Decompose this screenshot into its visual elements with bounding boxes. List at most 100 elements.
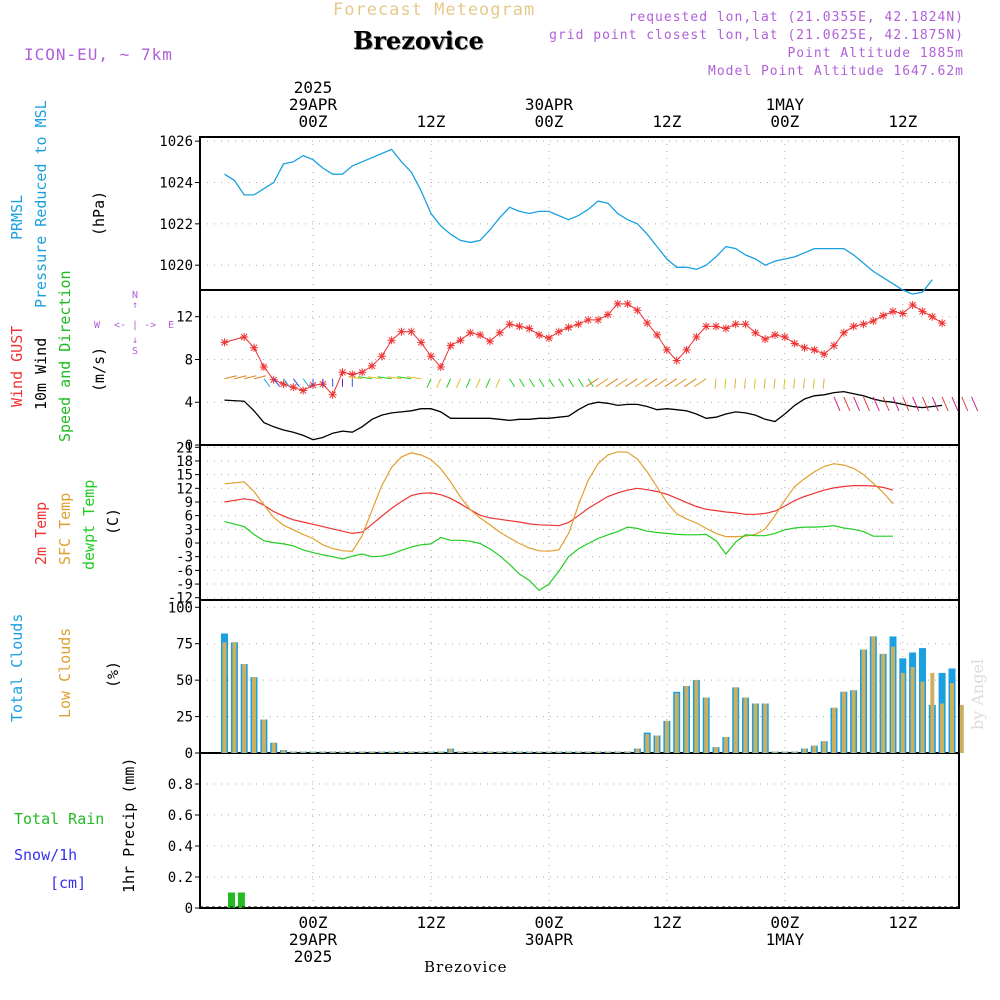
ytick-label-temperature: 3 bbox=[185, 522, 193, 538]
ytick-label-temperature: 9 bbox=[185, 495, 193, 511]
panel-prmsl: 1020 1022 1024 1026 bbox=[159, 134, 960, 291]
dewpt-line bbox=[224, 521, 893, 592]
time-label-line: 12Z bbox=[416, 112, 446, 131]
compass-arrows: <- | -> bbox=[114, 320, 157, 331]
ytick-label-temperature: 12 bbox=[176, 481, 193, 497]
wind-direction-arrow bbox=[634, 378, 648, 388]
wind-direction-arrow bbox=[931, 396, 939, 412]
wind-direction-arrow bbox=[446, 378, 452, 388]
low-cloud-bar bbox=[311, 751, 315, 753]
gust-marker bbox=[446, 341, 455, 350]
low-cloud-bar bbox=[478, 751, 483, 753]
wind-direction-arrow bbox=[674, 378, 687, 388]
gust-marker bbox=[672, 356, 681, 365]
low-cloud-bar bbox=[487, 751, 492, 753]
gust-marker bbox=[800, 343, 809, 352]
wind-direction-arrow bbox=[263, 378, 271, 388]
rain-bar bbox=[237, 892, 245, 908]
gust-marker bbox=[367, 361, 376, 370]
time-label-line: 2025 bbox=[293, 947, 333, 966]
wind-direction-arrow bbox=[793, 378, 796, 389]
low-cloud-bar bbox=[625, 751, 630, 753]
gust-marker bbox=[299, 386, 308, 395]
ytick-label-wind: 8 bbox=[185, 352, 193, 368]
wind-direction-arrow bbox=[961, 396, 969, 412]
time-label-line: 2025 bbox=[293, 78, 333, 97]
wind-direction-arrow bbox=[558, 378, 565, 387]
panel-precip: 0 0.2 0.4 0.6 0.8 bbox=[168, 752, 960, 917]
time-label-line: 12Z bbox=[888, 913, 918, 932]
gust-marker bbox=[653, 330, 662, 339]
wind-direction-arrow bbox=[833, 396, 841, 412]
low-cloud-bar bbox=[399, 751, 404, 753]
gust-marker bbox=[712, 322, 721, 331]
wind-direction-arrow bbox=[292, 378, 300, 388]
wind-direction-arrow bbox=[843, 396, 851, 412]
wind-direction-arrow bbox=[548, 378, 555, 387]
compass-south: S bbox=[132, 346, 139, 357]
wind-direction-arrow bbox=[892, 396, 900, 412]
time-label: 12Z bbox=[627, 113, 707, 130]
wind-direction-arrow bbox=[538, 378, 545, 387]
time-label-line: 00Z bbox=[298, 913, 328, 932]
gust-marker bbox=[328, 390, 337, 399]
low-cloud-bar bbox=[546, 751, 551, 753]
location-title: Brezovice bbox=[353, 26, 484, 55]
low-cloud-bar bbox=[320, 751, 325, 753]
low-cloud-bar bbox=[822, 741, 827, 753]
low-cloud-bar bbox=[261, 719, 266, 753]
ytick-label-prmsl: 1026 bbox=[159, 134, 193, 150]
low-cloud-bar bbox=[891, 646, 895, 753]
time-label: 12Z bbox=[863, 914, 943, 931]
low-cloud-bar bbox=[684, 686, 689, 753]
wind-direction-arrow bbox=[753, 378, 756, 389]
time-label-line: 00Z bbox=[770, 913, 800, 932]
low-cloud-bar bbox=[851, 690, 856, 753]
gust-marker bbox=[761, 335, 770, 344]
low-cloud-bar bbox=[743, 697, 748, 753]
gust-marker bbox=[584, 315, 593, 324]
ytick-label-precip: 0.4 bbox=[168, 839, 193, 855]
requested-coordinates: requested lon,lat (21.0355E, 42.1824N) bbox=[628, 10, 964, 25]
gust-marker bbox=[918, 307, 927, 316]
ytick-label-temperature: 15 bbox=[176, 468, 193, 484]
wind-direction-arrow bbox=[528, 378, 535, 387]
low-cloud-bar bbox=[429, 751, 433, 753]
panel-frame-temperature bbox=[199, 444, 960, 601]
time-label: 30APR 00Z bbox=[509, 96, 589, 130]
low-cloud-bar bbox=[458, 751, 463, 753]
wind-direction-arrow bbox=[714, 378, 717, 389]
gust-marker bbox=[269, 375, 278, 384]
model-altitude: Model Point Altitude 1647.62m bbox=[708, 64, 964, 79]
point-altitude: Point Altitude 1885m bbox=[787, 46, 964, 61]
ytick-label-prmsl: 1020 bbox=[159, 258, 193, 274]
low-cloud-bar bbox=[527, 751, 532, 753]
wind-direction-arrow bbox=[922, 396, 929, 412]
low-cloud-bar bbox=[871, 636, 876, 753]
wind-direction-arrow bbox=[971, 396, 979, 412]
gust-marker bbox=[898, 309, 907, 318]
time-label: 2025 29APR 00Z bbox=[273, 79, 353, 130]
gust-marker bbox=[613, 299, 622, 308]
wind-direction-arrow bbox=[625, 378, 638, 388]
low-cloud-bar bbox=[242, 664, 247, 753]
low-cloud-bar bbox=[281, 750, 286, 753]
wind-speed-line bbox=[224, 390, 943, 441]
tsfc-line bbox=[224, 451, 894, 552]
gust-marker bbox=[682, 345, 691, 354]
low-cloud-bar bbox=[753, 703, 758, 753]
compass-east: E bbox=[168, 320, 175, 331]
wind-direction-arrow bbox=[585, 378, 599, 388]
time-label: 00Z 30APR bbox=[509, 914, 589, 948]
gust-marker bbox=[417, 338, 426, 347]
gust-marker bbox=[810, 345, 819, 354]
time-label-line: 00Z bbox=[770, 112, 800, 131]
ytick-label-temperature: -3 bbox=[176, 550, 193, 566]
low-cloud-bar bbox=[586, 751, 591, 753]
wind-direction-arrow bbox=[822, 378, 825, 389]
wind-direction-arrow bbox=[654, 378, 668, 388]
wind-direction-arrow bbox=[644, 378, 658, 388]
time-label: 1MAY 00Z bbox=[745, 96, 825, 130]
